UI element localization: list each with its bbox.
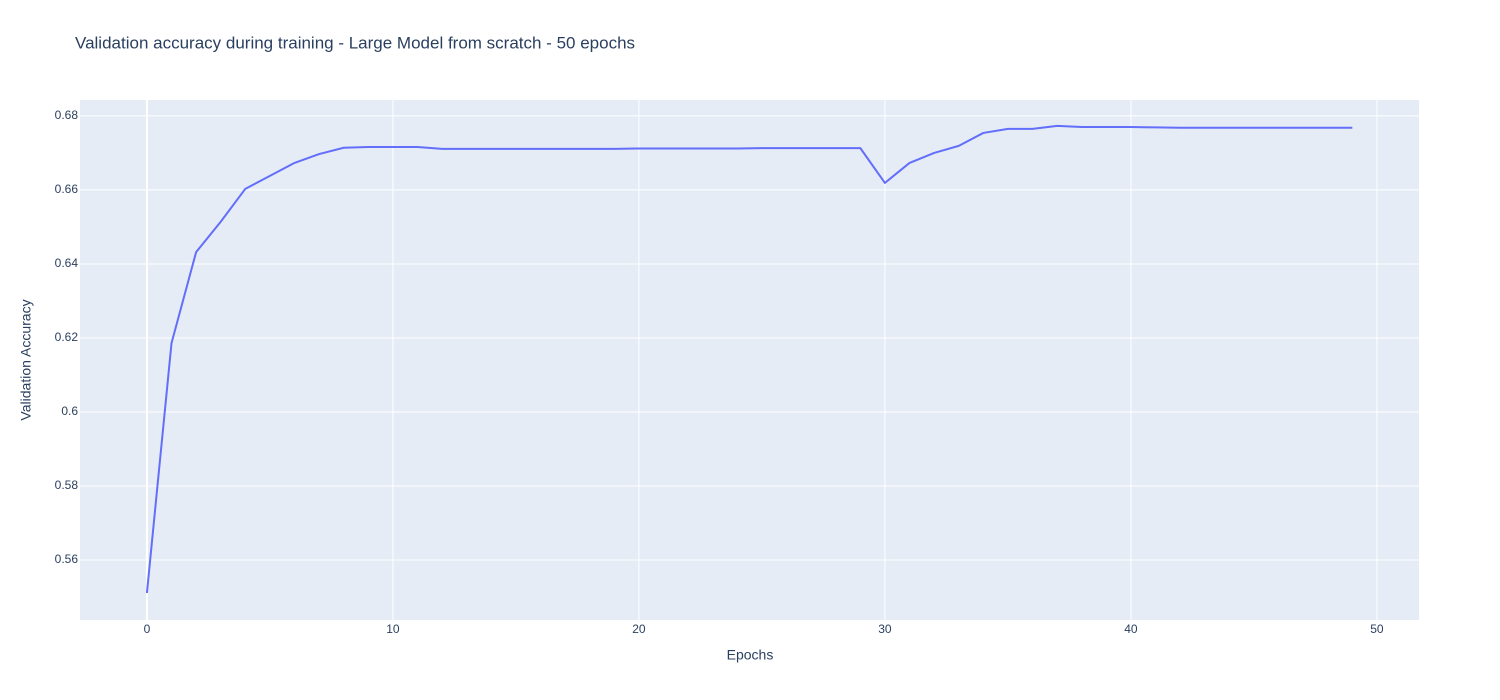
x-axis-title: Epochs — [727, 647, 774, 663]
chart-title: Validation accuracy during training - La… — [75, 33, 635, 52]
x-tick-label: 50 — [1370, 622, 1384, 636]
y-tick-label: 0.56 — [55, 552, 79, 566]
y-tick-label: 0.62 — [55, 330, 79, 344]
x-tick-label: 40 — [1124, 622, 1138, 636]
y-tick-label: 0.64 — [55, 256, 79, 270]
y-tick-label: 0.68 — [55, 108, 79, 122]
y-tick-label: 0.58 — [55, 478, 79, 492]
x-tick-label: 30 — [878, 622, 892, 636]
plot-area — [80, 100, 1419, 620]
y-tick-label: 0.66 — [55, 182, 79, 196]
y-axis-title: Validation Accuracy — [18, 299, 34, 420]
x-tick-label: 0 — [144, 622, 151, 636]
x-tick-label: 20 — [632, 622, 646, 636]
data-line — [145, 124, 1353, 594]
x-tick-label: 10 — [386, 622, 400, 636]
y-tick-label: 0.6 — [61, 404, 78, 418]
